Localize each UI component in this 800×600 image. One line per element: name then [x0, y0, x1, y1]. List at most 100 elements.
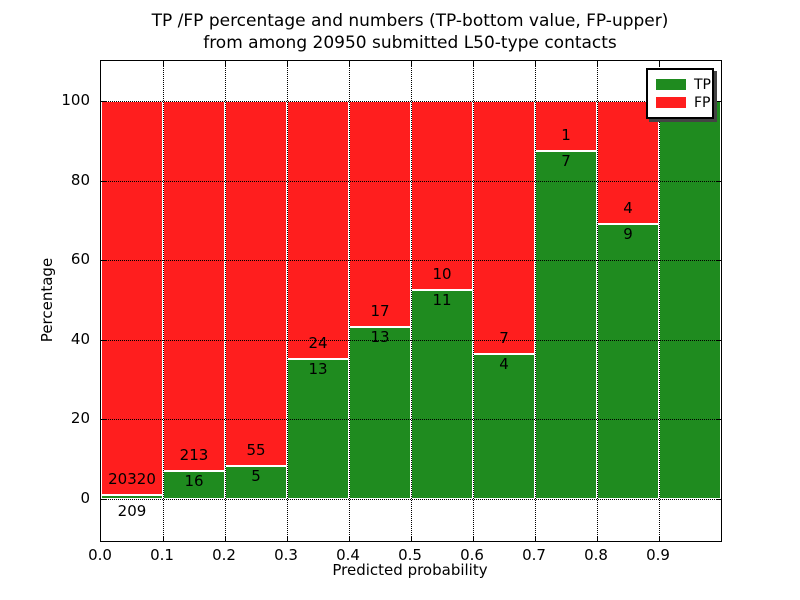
fp-count-label: 1 [561, 125, 571, 144]
fp-count-label: 17 [370, 301, 390, 320]
x-tick-mark [597, 536, 598, 541]
legend-row-tp: TP [656, 76, 712, 93]
y-tick-mark-right [716, 101, 721, 102]
bar-tp-segment [287, 359, 349, 499]
x-tick-label: 0.4 [336, 546, 360, 564]
x-tick-label: 0.5 [398, 546, 422, 564]
bar-tp-segment [411, 290, 473, 499]
fp-count-label: 55 [246, 440, 266, 459]
bar-fp-segment [349, 101, 411, 327]
y-tick-label: 80 [70, 170, 90, 189]
fp-count-label: 24 [308, 334, 328, 353]
x-tick-mark [473, 536, 474, 541]
chart-title: TP /FP percentage and numbers (TP-bottom… [152, 10, 669, 54]
y-tick-mark [101, 419, 106, 421]
x-tick-label: 0.1 [150, 546, 174, 564]
x-tick-mark [411, 536, 412, 541]
chart-title-line1: TP /FP percentage and numbers (TP-bottom… [151, 11, 669, 31]
x-tick-mark-top [349, 61, 350, 66]
x-tick-mark-top [287, 61, 288, 66]
x-tick-mark-top [473, 61, 474, 66]
x-tick-mark [225, 536, 226, 541]
plot-area: 203202092131655524131713101174174912 [100, 60, 722, 542]
x-tick-mark-top [535, 61, 536, 66]
bar-tp-segment [535, 150, 597, 499]
tp-count-label: 9 [623, 224, 633, 243]
chart-title-line2: from among 20950 submitted L50-type cont… [203, 33, 617, 53]
bar-fp-segment [287, 101, 349, 360]
fp-count-label: 4 [623, 198, 633, 217]
y-tick-mark [101, 180, 106, 182]
tp-count-label: 11 [432, 291, 452, 310]
bar-tp-segment [163, 471, 225, 499]
fp-count-label: 10 [432, 265, 452, 284]
x-tick-label: 0.2 [212, 546, 236, 564]
x-tick-mark [349, 536, 350, 541]
tp-count-label: 7 [561, 151, 571, 170]
x-tick-label: 0.9 [646, 546, 670, 564]
x-tick-label: 0.3 [274, 546, 298, 564]
bar-fp-segment [597, 101, 659, 224]
bar-tp-segment [101, 495, 163, 499]
v-gridline [597, 61, 598, 541]
v-gridline [659, 61, 660, 541]
x-tick-mark [659, 536, 660, 541]
tp-count-label: 16 [184, 472, 204, 491]
fp-count-label: 20320 [108, 470, 156, 489]
bar-fp-segment [101, 101, 163, 496]
bar-fp-segment [473, 101, 535, 355]
fp-count-label: 7 [499, 329, 509, 348]
tp-count-label: 4 [499, 355, 509, 374]
v-gridline [349, 61, 350, 541]
x-tick-mark [535, 536, 536, 541]
legend-label-tp: TP [694, 76, 711, 93]
bar-tp-segment [597, 223, 659, 499]
bar-tp-segment [659, 101, 721, 499]
x-tick-label: 0.6 [460, 546, 484, 564]
v-gridline [163, 61, 164, 541]
legend-label-fp: FP [694, 94, 711, 111]
tp-count-label: 13 [370, 327, 390, 346]
legend: TP FP [646, 68, 714, 119]
y-tick-mark [101, 499, 106, 500]
legend-row-fp: FP [656, 94, 712, 111]
x-tick-mark [163, 536, 164, 541]
y-tick-label: 0 [80, 489, 90, 507]
y-tick-mark [101, 101, 106, 102]
y-tick-label: 40 [70, 329, 90, 348]
fp-swatch-icon [656, 97, 686, 108]
bar-fp-segment [225, 101, 287, 466]
y-axis-label: Percentage [38, 257, 56, 343]
y-tick-label: 60 [70, 250, 90, 269]
x-tick-mark-top [411, 61, 412, 66]
y-tick-label: 100 [61, 91, 90, 109]
x-tick-label: 0.8 [584, 546, 608, 564]
y-tick-mark-right [716, 180, 721, 182]
bar-fp-segment [411, 101, 473, 291]
y-tick-mark-right [716, 419, 721, 421]
fp-count-label: 213 [179, 446, 209, 465]
y-tick-label: 20 [70, 409, 90, 428]
v-gridline [411, 61, 412, 541]
x-tick-mark [287, 536, 288, 541]
y-tick-mark [101, 339, 106, 341]
tp-count-label: 5 [251, 466, 261, 485]
bar-tp-segment [349, 326, 411, 499]
v-gridline [535, 61, 536, 541]
y-tick-mark [101, 260, 106, 262]
y-tick-mark-right [716, 499, 721, 500]
x-tick-mark-top [163, 61, 164, 66]
tp-swatch-icon [656, 79, 686, 90]
y-tick-mark-right [716, 260, 721, 262]
x-tick-mark-top [659, 61, 660, 66]
v-gridline [473, 61, 474, 541]
tp-count-label: 13 [308, 360, 328, 379]
x-tick-mark-top [597, 61, 598, 66]
bar-fp-segment [163, 101, 225, 472]
x-tick-label: 0.0 [88, 546, 112, 564]
bar-tp-segment [473, 354, 535, 499]
x-tick-mark-top [225, 61, 226, 66]
v-gridline [287, 61, 288, 541]
tp-count-label: 209 [117, 502, 147, 520]
